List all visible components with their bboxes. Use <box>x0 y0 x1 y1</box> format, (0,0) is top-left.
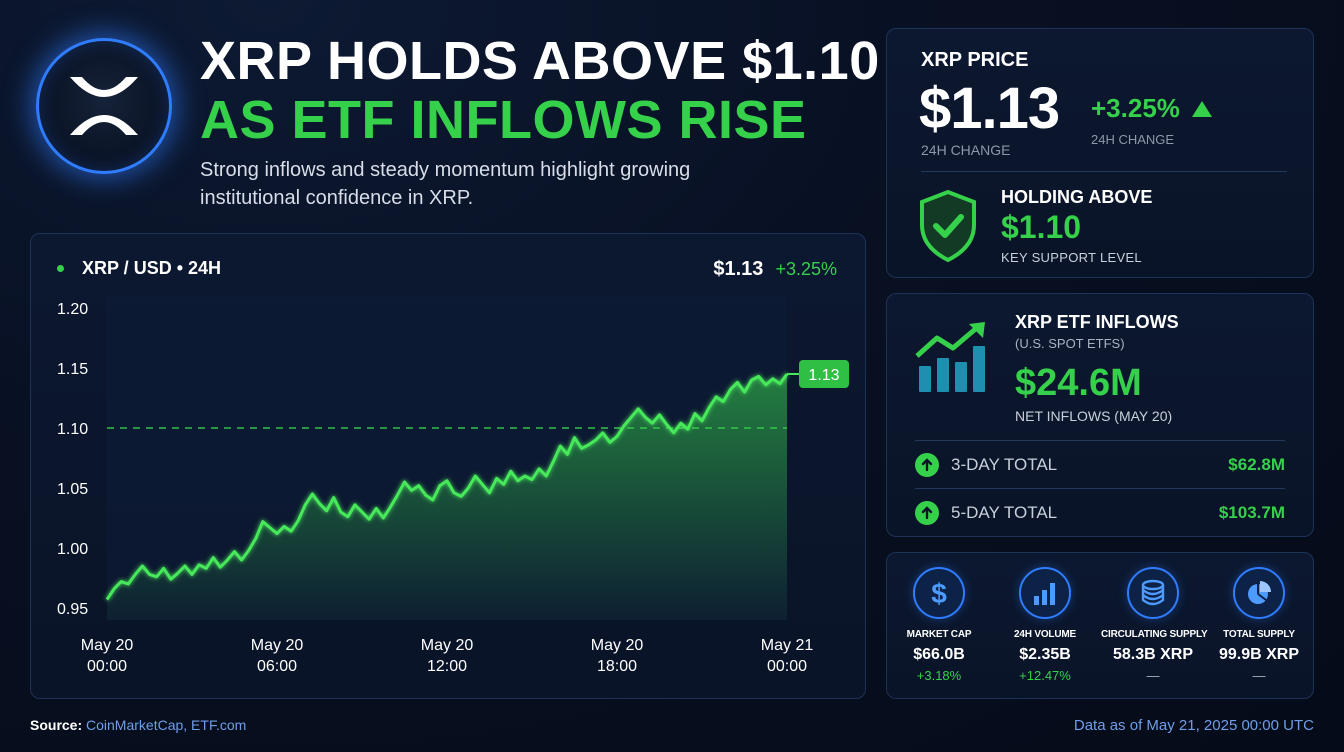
etf-row-value: $62.8M <box>1228 454 1285 474</box>
price-line <box>105 373 789 601</box>
last-value-label: 1.13 <box>808 367 839 384</box>
stat-label: MARKET CAP <box>906 629 972 640</box>
price-chart: 1.20 1.15 1.10 1.05 1.00 0.95 May 20 00:00 May 2… <box>57 296 849 675</box>
price-chart-panel: 1.20 1.15 1.10 1.05 1.00 0.95 May 20 00:00 May 2… <box>30 233 866 699</box>
headline-line-2: AS ETF INFLOWS RISE <box>200 90 807 150</box>
stat-change: +3.18% <box>916 668 962 683</box>
source-note: Source: CoinMarketCap, ETF.com <box>30 717 246 733</box>
etf-row-label: 3-DAY TOTAL <box>951 454 1058 474</box>
etf-title: XRP ETF INFLOWS <box>1015 312 1179 332</box>
stat-change: +12.47% <box>1019 668 1071 683</box>
x-tick-label: May 20 <box>421 637 474 654</box>
arrow-up-icon <box>1191 100 1212 117</box>
stat-change: — <box>1146 668 1160 683</box>
price-panel-title: XRP PRICE <box>921 49 1029 71</box>
x-tick-label: 06:00 <box>257 658 297 675</box>
chart-price-summary: $1.13 +3.25% <box>713 258 837 281</box>
source-label: Source: <box>30 717 83 733</box>
stat-market-cap: $ MARKET CAP $66.0B +3.18% <box>887 567 991 683</box>
bar-chart-icon <box>1019 567 1071 619</box>
y-tick-label: 1.00 <box>57 541 88 558</box>
price-panel-price: $1.13 <box>919 76 1060 141</box>
chart-header: XRP / USD • 24H <box>57 258 221 279</box>
stat-circulating-supply: CIRCULATING SUPPLY 58.3B XRP — <box>1101 567 1208 683</box>
pie-chart-icon <box>1233 567 1285 619</box>
holding-above-subtitle: KEY SUPPORT LEVEL <box>1001 250 1142 265</box>
xrp-logo-icon <box>70 77 138 135</box>
shield-check-icon <box>920 189 976 263</box>
svg-text:$: $ <box>931 578 947 608</box>
price-area <box>107 374 787 620</box>
x-tick-label: May 20 <box>251 637 304 654</box>
stat-value: $2.35B <box>1019 646 1071 663</box>
etf-row-label: 5-DAY TOTAL <box>951 502 1058 522</box>
live-dot-icon <box>57 265 64 272</box>
etf-inflow-value: $24.6M <box>1015 362 1142 404</box>
price-panel-change: +3.25% <box>1091 93 1212 124</box>
trend-bar-chart-icon <box>915 322 985 392</box>
stat-value: 99.9B XRP <box>1218 646 1300 663</box>
chart-current-price: $1.13 <box>713 258 764 280</box>
etf-row-3day: 3-DAY TOTAL $62.8M <box>915 440 1285 488</box>
price-change-value: +3.25% <box>1091 93 1180 123</box>
holding-above-value: $1.10 <box>1001 209 1082 245</box>
y-tick-label: 1.15 <box>57 361 88 378</box>
stat-24h-volume: 24H VOLUME $2.35B +12.47% <box>993 567 1097 683</box>
x-tick-label: May 21 <box>761 637 814 654</box>
x-tick-label: 18:00 <box>597 658 637 675</box>
etf-row-value: $103.7M <box>1218 502 1285 522</box>
arrow-up-circle-icon <box>915 452 939 477</box>
stat-value: 58.3B XRP <box>1112 646 1194 663</box>
chart-price-change: +3.25% <box>775 259 837 279</box>
chart-pair-label: XRP / USD • 24H <box>82 258 222 278</box>
market-stats-panel: $ MARKET CAP $66.0B +3.18% 24H VOLUME $2… <box>886 552 1314 699</box>
x-tick-label: May 20 <box>81 637 134 654</box>
y-tick-label: 1.20 <box>57 301 88 318</box>
source-link[interactable]: CoinMarketCap, ETF.com <box>86 717 247 733</box>
stat-label: TOTAL SUPPLY <box>1223 629 1295 640</box>
x-tick-label: 12:00 <box>427 658 467 675</box>
headline: XRP HOLDS ABOVE $1.10 AS ETF INFLOWS RIS… <box>200 32 880 150</box>
dollar-icon: $ <box>913 567 965 619</box>
xrp-logo <box>36 38 172 174</box>
etf-subtitle: (U.S. SPOT ETFS) <box>1015 336 1125 351</box>
y-tick-label: 0.95 <box>57 601 88 618</box>
xrp-price-panel: XRP PRICE $1.13 +3.25% 24H CHANGE 24H CH… <box>886 28 1314 278</box>
stat-value: $66.0B <box>913 646 965 663</box>
coin-stack-icon <box>1127 567 1179 619</box>
stat-total-supply: TOTAL SUPPLY 99.9B XRP — <box>1207 567 1311 683</box>
price-change-label-left: 24H CHANGE <box>921 142 1011 158</box>
etf-row-5day: 5-DAY TOTAL $103.7M <box>915 488 1285 536</box>
y-tick-label: 1.10 <box>57 421 88 438</box>
x-tick-label: 00:00 <box>767 658 807 675</box>
stat-label: 24H VOLUME <box>1014 629 1076 640</box>
etf-inflow-note: NET INFLOWS (MAY 20) <box>1015 408 1173 424</box>
divider <box>921 171 1287 172</box>
stat-label: CIRCULATING SUPPLY <box>1101 629 1208 640</box>
y-tick-label: 1.05 <box>57 481 88 498</box>
subtitle: Strong inflows and steady momentum highl… <box>200 159 691 209</box>
data-timestamp: Data as of May 21, 2025 00:00 UTC <box>1073 717 1314 734</box>
stat-change: — <box>1252 668 1266 683</box>
price-change-label-right: 24H CHANGE <box>1091 132 1175 147</box>
headline-line-1: XRP HOLDS ABOVE $1.10 <box>200 31 880 91</box>
last-value-badge <box>799 360 849 388</box>
x-tick-label: May 20 <box>591 637 644 654</box>
holding-above-title: HOLDING ABOVE <box>1001 187 1153 207</box>
etf-inflows-panel: XRP ETF INFLOWS (U.S. SPOT ETFS) $24.6M … <box>886 293 1314 537</box>
x-tick-label: 00:00 <box>87 658 127 675</box>
arrow-up-circle-icon <box>915 500 939 525</box>
